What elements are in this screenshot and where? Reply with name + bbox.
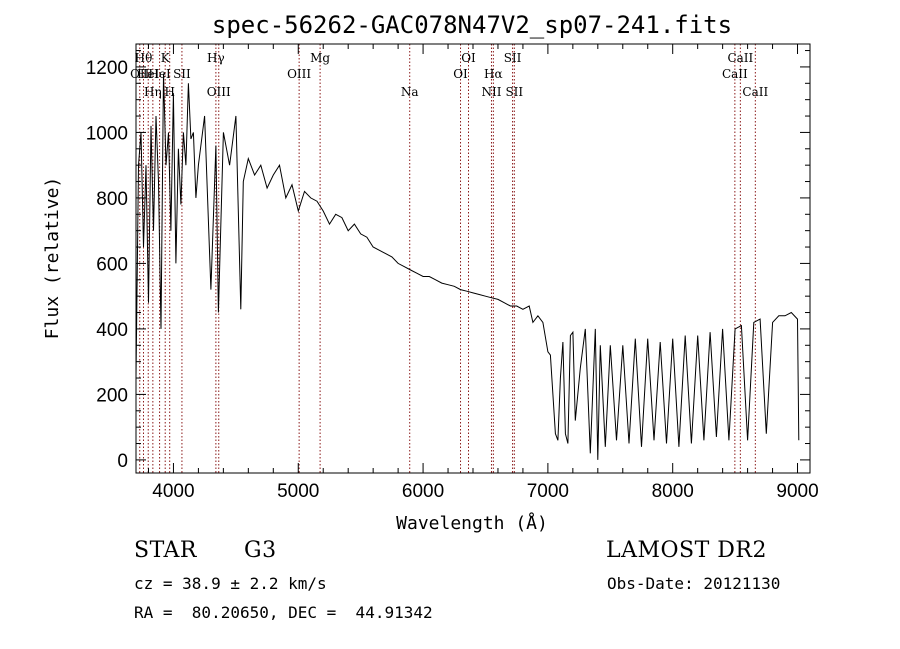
y-tick-label: 1000 [86,123,128,144]
line-marker-label: SII [505,85,523,99]
line-marker-label: Hθ [135,51,153,65]
line-marker-label: OIII [207,85,231,99]
survey-name: LAMOST DR2 [606,538,767,563]
x-tick-label: 6000 [402,481,444,502]
line-marker-label: NII [481,85,501,99]
plot-frame [135,43,811,474]
line-marker-label: SII [504,51,522,65]
line-marker-label: SII [173,67,191,81]
emission-line-labels: OIIHθHeIHηHeIKHSIIHγOIIIOIIIMgNaOIOINIIH… [130,51,768,99]
spectrum-line [135,73,800,460]
x-tick-label: 7000 [527,481,569,502]
line-marker-label: Hη [144,85,162,99]
x-tick-label: 8000 [652,481,694,502]
line-marker-label: CaII [727,51,753,65]
y-tick-label: 400 [96,320,128,341]
line-marker-label: HeI [148,67,171,81]
x-tick-label: 9000 [776,481,818,502]
line-marker-label: CaII [722,67,748,81]
x-tick-label: 4000 [152,481,194,502]
y-tick-label: 600 [96,254,128,275]
object-subclass: G3 [244,538,277,563]
redshift-velocity: cz = 38.9 ± 2.2 km/s [134,574,327,593]
y-tick-label: 0 [117,451,128,472]
line-marker-label: OII [130,67,150,81]
line-marker-label: Mg [310,51,330,65]
y-tick-label: 800 [96,189,128,210]
line-marker-label: HeI [137,67,160,81]
line-marker-label: CaII [742,85,768,99]
y-tick-label: 200 [96,385,128,406]
x-tick-label: 5000 [277,481,319,502]
line-marker-label: Hα [484,67,503,81]
line-marker-label: OI [461,51,476,65]
x-axis: 4000 5000 6000 7000 8000 9000 [147,44,819,502]
line-marker-label: OIII [287,67,311,81]
y-axis-label: Flux (relative) [42,177,63,340]
object-class: STAR [134,538,197,563]
observation-date: Obs-Date: 20121130 [607,574,781,593]
line-marker-label: K [161,51,171,65]
line-marker-label: Na [401,85,419,99]
y-tick-label: 1200 [86,58,128,79]
line-marker-label: Hγ [207,51,225,65]
chart-title: spec-56262-GAC078N47V2_sp07-241.fits [212,11,732,39]
x-axis-label: Wavelength (Å) [396,512,548,534]
y-axis: 0 200 400 600 800 1000 1200 [86,50,810,472]
emission-line-markers [139,44,756,473]
line-marker-label: OI [453,67,468,81]
sky-coordinates: RA = 80.20650, DEC = 44.91342 [134,603,433,622]
line-marker-label: H [164,85,174,99]
